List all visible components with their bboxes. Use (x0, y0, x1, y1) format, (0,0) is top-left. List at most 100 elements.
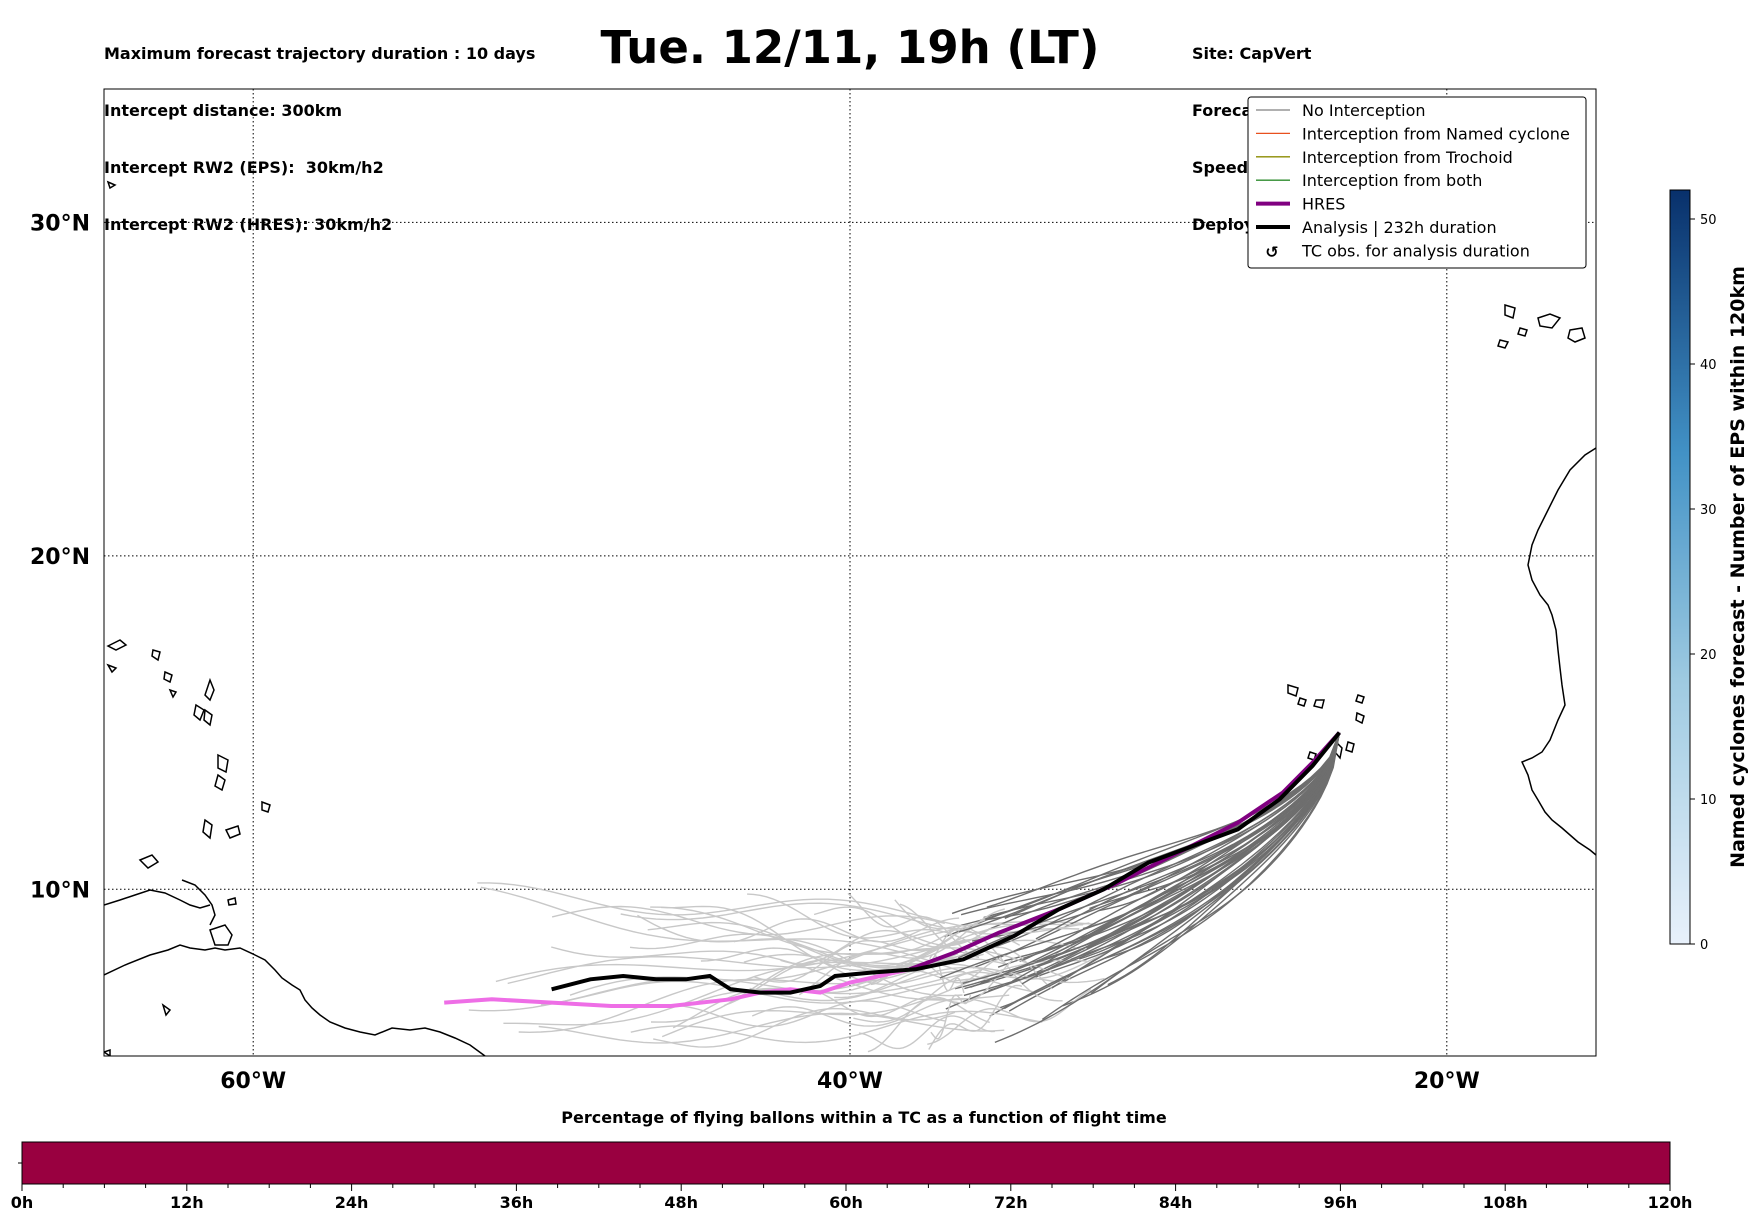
dominica-island (138, 854, 160, 869)
map-title: Tue. 12/11, 19h (LT) (600, 21, 1100, 74)
ensemble-track (1011, 732, 1341, 982)
lesser-antilles-2 (203, 708, 213, 727)
intercept-hres-text: Intercept RW2 (HRES): 30km/h2 (104, 215, 393, 234)
canary-island-1 (1504, 303, 1516, 320)
guadeloupe-island (193, 703, 205, 722)
ensemble-track-late (661, 959, 1087, 1038)
ensemble-track-late (858, 1015, 995, 1050)
intercept-distance-text: Intercept distance: 300km (104, 101, 343, 120)
lesser-antilles-1 (204, 677, 215, 702)
ensemble-track (1003, 732, 1341, 1010)
flight-time-bar: 0h 12h 24h 36h 48h 60h 72h 84h 96h 108h 120h (11, 1141, 1692, 1212)
ensemble-track-late (477, 882, 961, 927)
legend-item: Interception from both (1256, 171, 1482, 190)
legend-label: Interception from both (1302, 171, 1482, 190)
colorbar-gradient (1669, 189, 1691, 945)
capeverde-island-3 (1355, 694, 1365, 704)
flight-time-ticks: 0h 12h 24h 36h 48h 60h 72h 84h 96h 108h 120h (11, 1184, 1692, 1212)
flight-time-tick-label: 0h (11, 1193, 34, 1212)
legend-label: Analysis | 232h duration (1302, 218, 1497, 237)
flight-time-bar-title: Percentage of flying ballons within a TC… (561, 1108, 1167, 1127)
intercept-eps-text: Intercept RW2 (EPS): 30km/h2 (104, 158, 384, 177)
south-america-coast (104, 944, 486, 1056)
flight-time-tick-label: 84h (1159, 1193, 1193, 1212)
ensemble-track-late (637, 914, 963, 997)
ensemble-track-late (538, 1012, 1005, 1044)
canary-island-2 (1537, 313, 1562, 329)
ensemble-track-late (669, 1000, 946, 1028)
lesser-antilles-6 (224, 825, 241, 839)
ensemble-track (1019, 732, 1341, 963)
ensemble-track (1089, 732, 1341, 910)
ensemble-track (1021, 732, 1341, 985)
legend-label: HRES (1302, 195, 1345, 214)
ensemble-track (1104, 732, 1341, 959)
colorbar-tick-label: 40 (1700, 358, 1717, 373)
colorbar-tick-label: 50 (1700, 213, 1717, 228)
legend-label: Interception from Trochoid (1302, 148, 1513, 167)
legend-label: Interception from Named cyclone (1302, 124, 1570, 143)
map-legend: No Interception Interception from Named c… (1247, 96, 1587, 269)
flight-time-tick-label: 72h (994, 1193, 1028, 1212)
ensemble-track (1035, 732, 1341, 978)
tobago-island (227, 897, 237, 906)
hres-trajectory-extended (444, 967, 911, 1008)
header-left-info: Maximum forecast trajectory duration : 1… (104, 6, 535, 253)
ensemble-track-late (620, 902, 1090, 936)
coastlines (104, 180, 1596, 1056)
ensemble-track (1035, 732, 1341, 940)
longitude-labels: 60°W 40°W 20°W (220, 1069, 1479, 1094)
leeward-small-2 (168, 688, 178, 699)
ensemble-track-late (733, 917, 960, 943)
legend-label: No Interception (1302, 101, 1426, 120)
ensemble-track (1041, 732, 1341, 1020)
legend-item: Interception from Trochoid (1256, 148, 1513, 167)
flight-time-tick-label: 96h (1324, 1193, 1358, 1212)
ensemble-track-late (551, 946, 1010, 1001)
leeward-small-1 (106, 663, 118, 674)
canary-island-4 (1497, 339, 1510, 349)
capeverde-island-4 (1355, 711, 1365, 725)
venezuela-coast (104, 889, 211, 909)
antigua-island (163, 670, 173, 684)
lesser-antilles-3 (217, 753, 229, 774)
ensemble-track-late (724, 919, 986, 1007)
legend-item: No Interception (1256, 101, 1426, 120)
colorbar-ticks: 0 10 20 30 40 50 (1690, 213, 1717, 953)
flight-time-tick-label: 60h (829, 1193, 863, 1212)
ensemble-track-late (930, 994, 972, 1040)
legend-item: Interception from Named cyclone (1256, 124, 1570, 143)
hres-trajectory (909, 731, 1341, 972)
tc-obs-marker-icon: ↺ (1265, 242, 1278, 261)
site-text: Site: CapVert (1192, 44, 1312, 63)
capeverde-island-2 (1297, 697, 1307, 707)
analysis-trajectory (551, 731, 1341, 995)
map-frame (103, 88, 1597, 1057)
ensemble-track-late (751, 997, 1001, 1027)
map-area (104, 89, 1596, 1056)
legend-label: TC obs. for analysis duration (1301, 241, 1530, 260)
colorbar-tick-label: 10 (1700, 793, 1717, 808)
capeverde-island-1 (1287, 683, 1299, 697)
flight-time-tick-label: 24h (335, 1193, 369, 1212)
gulf-paria-coast (181, 879, 216, 926)
colorbar-label: Named cyclones forecast - Number of EPS … (1727, 266, 1748, 868)
ensemble-track (1082, 732, 1341, 930)
virgin-islands (106, 639, 128, 651)
lesser-antilles-5 (202, 818, 213, 840)
ensemble-track (989, 732, 1341, 1017)
ensemble-track-late (867, 959, 1013, 1053)
ensemble-track (971, 732, 1341, 942)
legend-box (1247, 96, 1587, 269)
suriname-islet (104, 1048, 111, 1056)
lat-tick-label: 10°N (30, 878, 90, 903)
flight-time-tick-label: 48h (664, 1193, 698, 1212)
lat-tick-label: 30°N (30, 211, 90, 236)
max-duration-text: Maximum forecast trajectory duration : 1… (104, 44, 536, 63)
ensemble-track (945, 732, 1341, 1010)
puerto-rico-islet (106, 180, 117, 190)
africa-coast (1520, 447, 1596, 856)
tc-percentage-bar (21, 1141, 1671, 1185)
ensemble-track (999, 732, 1341, 1009)
